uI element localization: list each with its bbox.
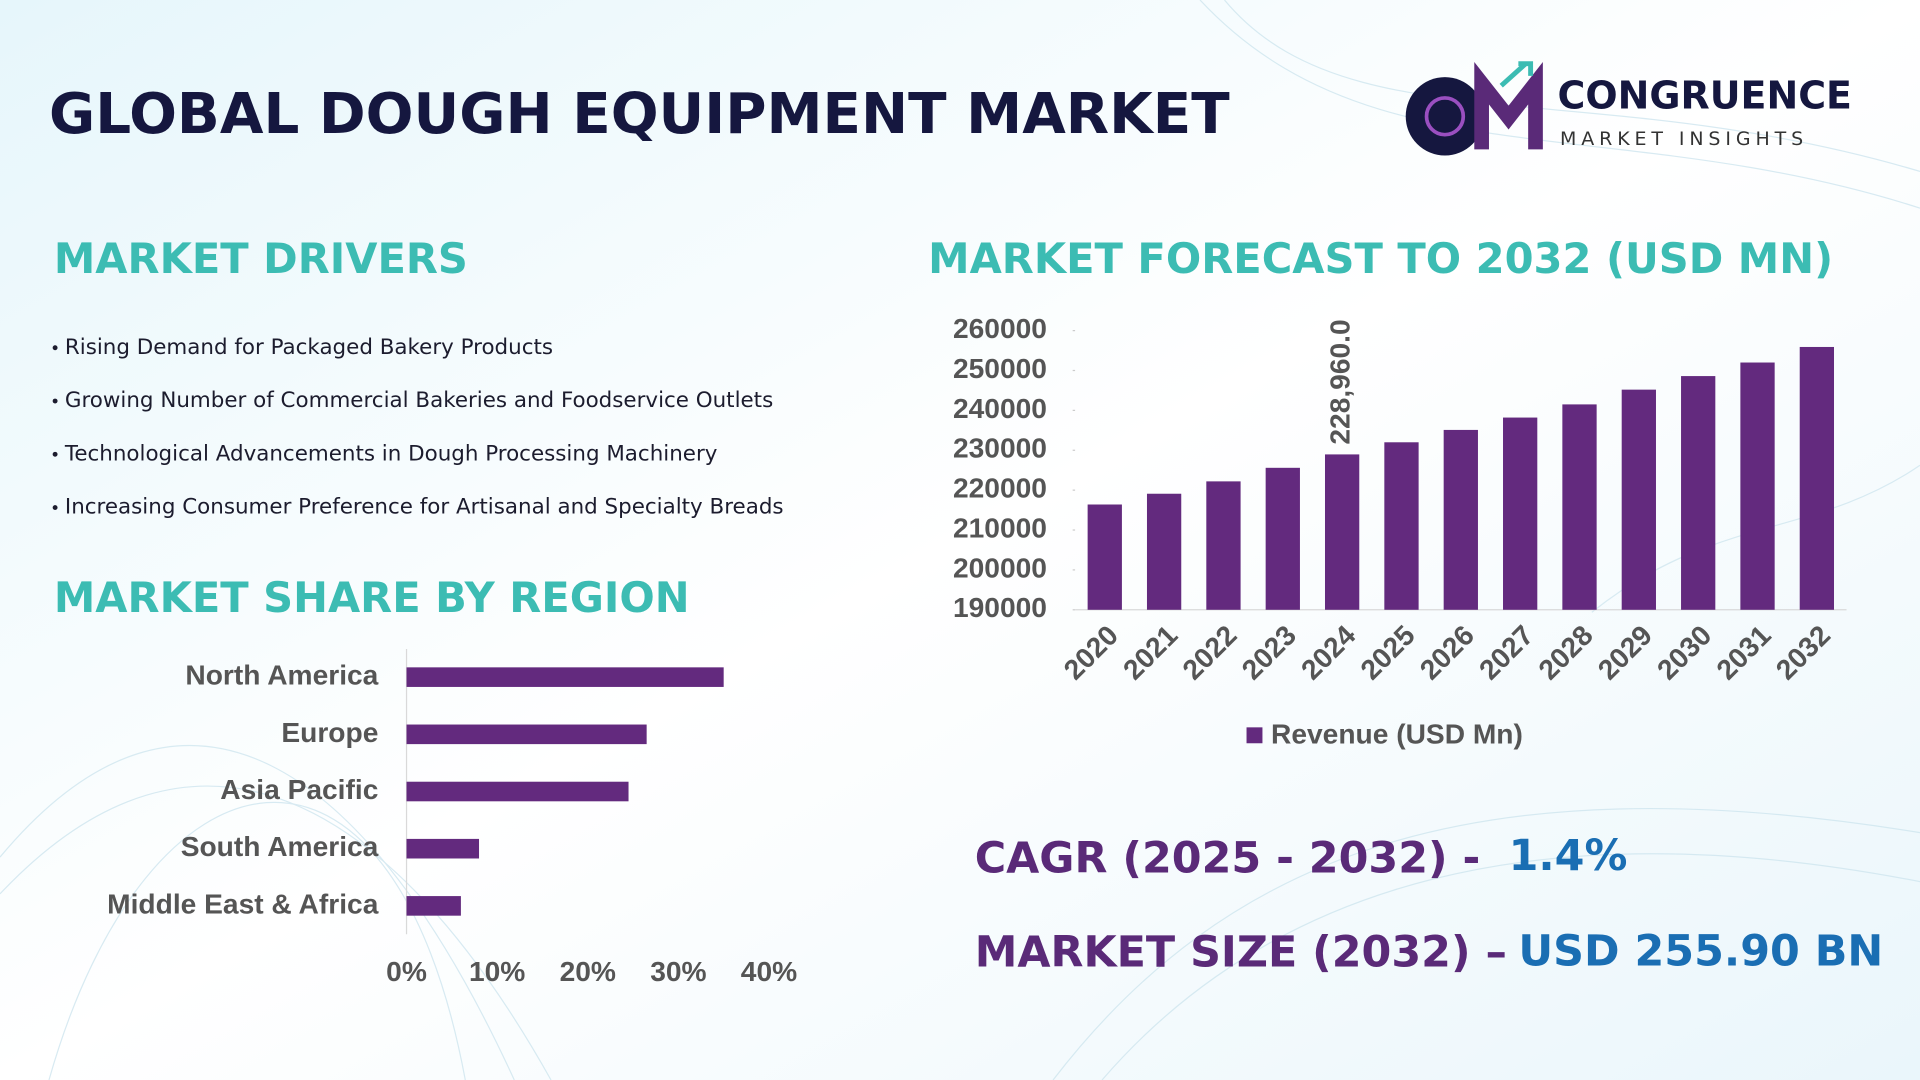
bar [1740, 362, 1775, 610]
bar [406, 724, 647, 745]
driver-item: Growing Number of Commercial Bakeries an… [65, 388, 773, 413]
bar [1443, 429, 1478, 610]
cagr-label: CAGR (2025 - 2032) - [975, 833, 1481, 883]
y-tick-label: 200000 [953, 552, 1047, 583]
bar [1146, 493, 1182, 610]
drivers-list: Rising Demand for Packaged Bakery Produc… [52, 335, 784, 520]
x-tick-label: 40% [741, 956, 797, 987]
y-tick-label: 250000 [953, 353, 1047, 384]
bar [1503, 417, 1538, 610]
page-title: GLOBAL DOUGH EQUIPMENT MARKET [49, 82, 1230, 147]
driver-item: Increasing Consumer Preference for Artis… [65, 495, 784, 520]
brand-name: CONGRUENCE [1558, 73, 1852, 117]
bullet [52, 398, 58, 404]
size-label: MARKET SIZE (2032) – [975, 928, 1507, 978]
bullet [52, 505, 58, 510]
bar [1206, 481, 1241, 610]
logo-circle [1405, 77, 1485, 156]
category-label: South America [181, 831, 379, 862]
bar [406, 838, 480, 859]
brand-tagline: MARKET INSIGHTS [1560, 128, 1808, 150]
bar [1087, 504, 1122, 610]
category-label: Middle East & Africa [107, 888, 379, 919]
data-label: 228,960.0 [1325, 319, 1356, 444]
x-tick-label: 0% [386, 956, 427, 987]
region-heading: MARKET SHARE BY REGION [54, 573, 690, 622]
bar [1621, 389, 1656, 610]
category-label: Europe [281, 717, 378, 748]
logo-globe [1424, 96, 1466, 137]
y-tick-label: 230000 [953, 433, 1047, 464]
cagr-value: 1.4% [1509, 831, 1628, 881]
x-tick-label: 20% [560, 956, 616, 987]
bar [1265, 467, 1300, 610]
y-tick-label: 260000 [953, 313, 1047, 344]
y-tick-label: 240000 [953, 393, 1047, 424]
legend-swatch [1246, 727, 1263, 744]
bullet [52, 451, 58, 457]
driver-item: Technological Advancements in Dough Proc… [64, 441, 718, 466]
logo-m [1474, 62, 1543, 150]
drivers-heading: MARKET DRIVERS [54, 234, 468, 283]
category-label: North America [185, 660, 378, 691]
bar [1799, 346, 1835, 610]
logo-arrow [1499, 61, 1534, 88]
bar [1384, 442, 1419, 610]
bar [1681, 376, 1716, 610]
x-tick-label: 30% [650, 956, 706, 987]
bullet [52, 345, 58, 351]
y-tick-label: 210000 [953, 512, 1047, 543]
category-label: Asia Pacific [220, 774, 378, 805]
bar [1562, 404, 1597, 610]
legend-label: Revenue (USD Mn) [1271, 718, 1523, 749]
size-value: USD 255.90 BN [1518, 926, 1883, 976]
x-tick-label: 10% [469, 956, 525, 987]
y-tick-label: 190000 [953, 592, 1047, 623]
bar [1324, 454, 1360, 610]
driver-item: Rising Demand for Packaged Bakery Produc… [65, 335, 553, 360]
y-tick-label: 220000 [953, 473, 1047, 504]
logo [1405, 61, 1543, 156]
bar [406, 667, 724, 687]
bar [406, 896, 461, 916]
forecast-heading: MARKET FORECAST TO 2032 (USD MN) [928, 234, 1833, 283]
bar [406, 781, 629, 802]
